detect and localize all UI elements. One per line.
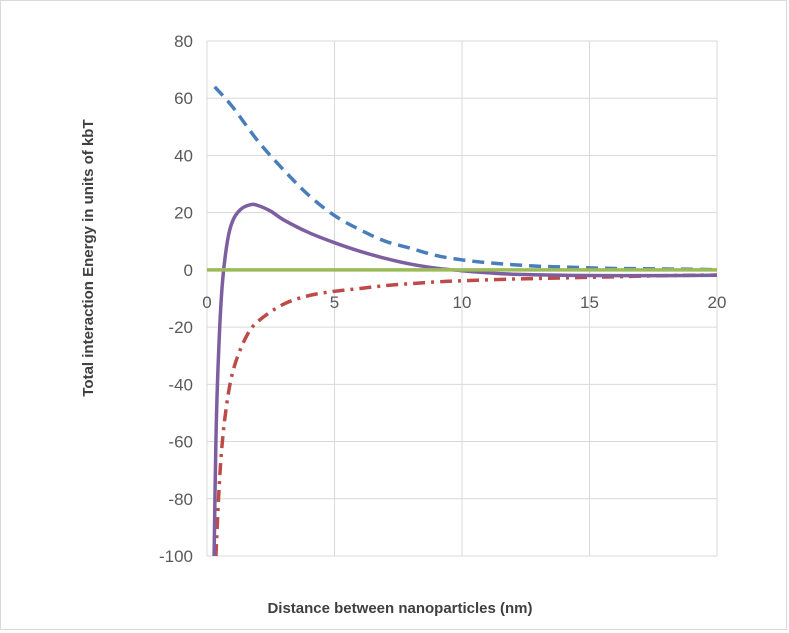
y-tick-label: -80 — [168, 490, 193, 509]
series-line-1 — [213, 85, 718, 272]
y-tick-label: 20 — [174, 204, 193, 223]
x-axis-title: Distance between nanoparticles (nm) — [267, 600, 532, 617]
x-tick-labels: 0 5 10 15 20 — [202, 293, 726, 312]
y-tick-label: 40 — [174, 146, 193, 165]
x-tick-label: 20 — [708, 293, 727, 312]
y-tick-label: -60 — [168, 433, 193, 452]
series-layer — [206, 85, 718, 557]
y-tick-labels: 80 60 40 20 0 -20 -40 -60 -80 -100 — [159, 32, 193, 566]
series-line-2 — [214, 273, 718, 557]
y-tick-label: -100 — [159, 547, 193, 566]
x-tick-label: 15 — [580, 293, 599, 312]
y-tick-label: -20 — [168, 318, 193, 337]
y-tick-label: 80 — [174, 32, 193, 51]
y-tick-label: 60 — [174, 89, 193, 108]
x-tick-label: 0 — [202, 293, 211, 312]
y-tick-label: -40 — [168, 375, 193, 394]
y-axis-title: Total interaction Energy in units of kbT — [80, 119, 97, 396]
x-tick-label: 5 — [330, 293, 339, 312]
series-line-3 — [212, 202, 718, 557]
x-tick-label: 10 — [453, 293, 472, 312]
y-tick-label: 0 — [184, 261, 193, 280]
